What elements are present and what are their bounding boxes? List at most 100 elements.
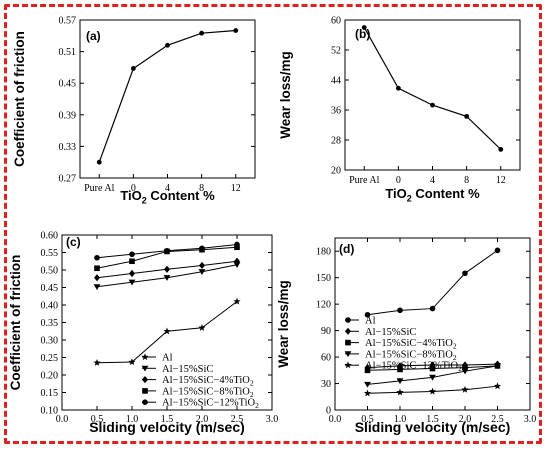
panel-d-series-3-point — [429, 374, 436, 381]
panel-d-series-3-point — [494, 363, 501, 370]
panel-b-data-point — [430, 102, 435, 108]
panel-d-ytick-label: 30 — [321, 379, 331, 390]
panel-c-ytick-label: 0.45 — [41, 283, 59, 294]
panel-a-ytick-label: 0.45 — [59, 79, 77, 90]
panel-b-ytick-label: 36 — [331, 106, 341, 117]
panel-a-xtick-label: Pure Al — [84, 183, 115, 194]
panel-d-legend-label-1: Al−15%SiC — [365, 327, 416, 338]
panel-b-xtick-label: Pure Al — [349, 175, 380, 186]
panel-c-legend-marker-0 — [141, 353, 149, 361]
panel-d-series-3-point — [396, 378, 404, 385]
panel-b-ytick-label: 44 — [331, 76, 341, 87]
panel-b-data-point — [498, 146, 504, 152]
panel-c-ytick-label: 0.30 — [41, 336, 59, 347]
panel-c-series-2-point — [234, 257, 240, 265]
panel-b-xtick-label: 4 — [430, 175, 435, 186]
panel-d-series-0-point — [397, 307, 403, 314]
panel-a-ytick-label: 0.39 — [59, 110, 77, 121]
panel-c-series-0-point — [93, 358, 101, 366]
panel-d-xtick-label: 2.5 — [491, 414, 504, 425]
panel-c-ytick-label: 0.25 — [41, 353, 59, 364]
panel-c-series-1-point — [163, 275, 171, 281]
panel-b-ytick-label: 60 — [331, 16, 341, 27]
panel-b-data-point — [395, 85, 401, 91]
panel-d-ytick-label: 120 — [316, 300, 331, 311]
panel-a-y-axis-title: Coefficient of friction — [12, 31, 27, 167]
panel-d-series-3-point — [461, 368, 469, 375]
panel-c-legend-marker-1 — [141, 365, 149, 372]
panel-d-ytick-label: 60 — [321, 353, 331, 364]
panel-d-legend-label-2: Al−15%SiC−4%TiO2 — [365, 338, 457, 351]
panel-d-xtick-label: 2.0 — [459, 414, 472, 425]
panel-c-series-3-point — [234, 244, 240, 251]
panel-c-series-0-point — [233, 297, 241, 305]
panel-b-ytick-label: 28 — [331, 136, 341, 147]
panel-a-data-point — [165, 42, 170, 48]
panel-c-legend-label-4: Al−15%SiC−12%TiO2 — [162, 398, 259, 411]
panel-a-data-point — [233, 28, 239, 33]
panel-c-ytick-label: 0.15 — [41, 388, 59, 399]
panel-a-ytick-label: 0.33 — [59, 142, 77, 153]
panel-c-ytick-label: 0.60 — [41, 231, 59, 242]
panel-c-series-3-point — [129, 258, 135, 265]
panel-d-series-0-point — [429, 305, 436, 312]
panel-d-legend-marker-4 — [344, 361, 352, 369]
panel-a-ytick-label: 0.57 — [59, 16, 77, 27]
panel-d-ytick-label: 150 — [316, 273, 331, 284]
panel-c-xtick-label: 2.0 — [196, 414, 209, 425]
panel-c-legend-label-1: Al−15%SiC — [162, 364, 213, 375]
panel-b-data-point — [464, 113, 470, 119]
panel-d-series-0-point — [364, 311, 371, 318]
panel-c-series-1-point — [128, 279, 136, 286]
panel-c-legend-marker-3 — [142, 388, 148, 394]
panel-d-xtick-label: 0.5 — [361, 414, 374, 425]
panel-d-legend-marker-1 — [345, 327, 351, 335]
panel-a-data-point — [96, 159, 102, 165]
panel-b-ytick-label: 20 — [331, 166, 341, 177]
panel-d-ytick-label: 90 — [321, 326, 331, 337]
panel-d-series-1-point — [397, 362, 403, 370]
panel-c-xtick-label: 0.5 — [91, 414, 104, 425]
panel-c-series-2-point — [94, 274, 100, 282]
panel-d-series-2-point — [364, 367, 371, 374]
panel-b-xtick-label: 0 — [396, 175, 401, 186]
panel-c-xtick-label: 1.0 — [126, 414, 139, 425]
panel-d-y-axis-title: Wear loss/mg — [276, 280, 291, 368]
panel-c-xtick-label: 3.0 — [266, 414, 279, 425]
panel-c-series-4-point — [234, 241, 240, 248]
panel-c-series-1-point — [198, 269, 206, 275]
panel-c-series-2-point — [164, 265, 170, 273]
panel-a-x-axis-title: TiO2 Content % — [120, 188, 215, 206]
figure-frame — [4, 4, 542, 444]
panel-c-ytick-label: 0.35 — [41, 318, 59, 329]
panel-b-y-axis-title: Wear loss/mg — [278, 51, 293, 139]
panel-a-xtick-label: 4 — [165, 183, 170, 194]
panel-c-ytick-label: 0.10 — [41, 406, 59, 417]
panel-c-legend-marker-2 — [142, 376, 148, 384]
panel-c-series-0-point — [163, 327, 171, 335]
panel-c-series-0-point — [198, 323, 206, 331]
panel-a-data-point — [130, 66, 136, 71]
panel-c-series-1-point — [93, 284, 101, 290]
panel-b-xtick-label: 8 — [464, 175, 469, 186]
panel-c-series-0-point — [128, 358, 136, 366]
panel-d-x-axis-title: Sliding velocity (m/sec) — [355, 419, 511, 435]
panel-c-series-4-point — [199, 245, 205, 252]
panel-d-label: (d) — [339, 242, 354, 256]
panel-c-label: (c) — [66, 235, 81, 249]
panel-d-legend-label-4: Al−15%SiC−12%TiO2 — [365, 361, 462, 374]
panel-b-data-point — [361, 25, 367, 30]
panel-d-legend-label-3: Al−15%SiC−8%TiO2 — [365, 349, 457, 362]
panel-c-legend-label-3: Al−15%SiC−8%TiO2 — [162, 386, 254, 399]
panel-d-legend-marker-3 — [344, 351, 352, 358]
panel-b-xtick-label: 12 — [496, 175, 506, 186]
panel-c-ytick-label: 0.40 — [41, 301, 59, 312]
panel-c-series-4-point — [129, 251, 135, 258]
panel-d-legend-label-0: Al — [365, 316, 376, 327]
panel-a-xtick-label: 8 — [199, 183, 204, 194]
panel-c-series-4-point — [164, 247, 170, 254]
panel-d-series-4-point — [363, 389, 372, 397]
panel-c-y-axis-title: Coefficient of friction — [8, 255, 23, 391]
panel-d-series-2-point — [462, 364, 468, 371]
panel-d-xtick-label: 1.0 — [394, 414, 407, 425]
